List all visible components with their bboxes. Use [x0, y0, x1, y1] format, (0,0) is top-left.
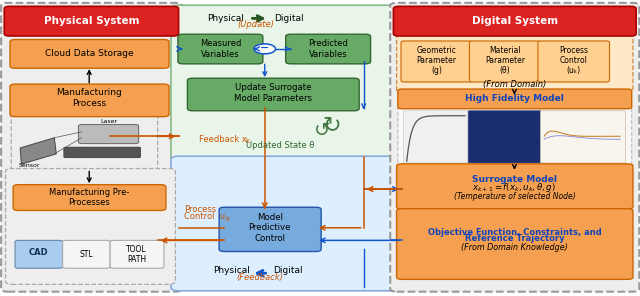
Text: (θ): (θ)	[500, 66, 510, 75]
Text: Material
Parameter: Material Parameter	[485, 46, 525, 65]
Text: (Update): (Update)	[237, 20, 275, 29]
Text: (uₖ): (uₖ)	[566, 66, 580, 75]
Text: Reference Trajectory: Reference Trajectory	[465, 234, 564, 243]
FancyBboxPatch shape	[64, 147, 141, 158]
FancyBboxPatch shape	[470, 41, 541, 82]
Text: k: k	[245, 138, 249, 144]
Text: k: k	[225, 216, 230, 222]
Text: Update Surrogate
Model Parameters: Update Surrogate Model Parameters	[234, 83, 312, 103]
Text: (g): (g)	[431, 66, 442, 75]
Text: Process
Control: Process Control	[559, 46, 588, 65]
FancyBboxPatch shape	[398, 89, 632, 109]
Text: Physical: Physical	[213, 266, 250, 275]
FancyBboxPatch shape	[398, 107, 632, 166]
FancyBboxPatch shape	[171, 156, 399, 291]
FancyBboxPatch shape	[540, 111, 625, 163]
Circle shape	[254, 44, 276, 54]
FancyBboxPatch shape	[397, 33, 633, 92]
Text: Sensor: Sensor	[19, 163, 40, 168]
FancyBboxPatch shape	[10, 84, 169, 117]
Text: Control  u: Control u	[184, 213, 225, 221]
Text: STL: STL	[79, 250, 93, 259]
Text: Surrogate Model: Surrogate Model	[472, 175, 557, 184]
Text: Physical: Physical	[207, 14, 244, 23]
FancyBboxPatch shape	[171, 5, 399, 160]
Text: Manufacturing
Process: Manufacturing Process	[56, 89, 122, 108]
Text: Manufacturing Pre-
Processes: Manufacturing Pre- Processes	[49, 188, 129, 207]
FancyBboxPatch shape	[538, 41, 609, 82]
Text: (Temperature of selected Node): (Temperature of selected Node)	[454, 192, 575, 201]
FancyBboxPatch shape	[63, 240, 110, 268]
FancyBboxPatch shape	[6, 168, 175, 284]
Text: Model
Predictive
Control: Model Predictive Control	[248, 213, 291, 243]
FancyBboxPatch shape	[15, 240, 63, 268]
Text: Feedback x: Feedback x	[199, 135, 246, 144]
Text: ↺: ↺	[314, 121, 331, 141]
FancyBboxPatch shape	[219, 207, 321, 252]
Text: CAD: CAD	[29, 247, 48, 257]
Text: Physical System: Physical System	[44, 16, 139, 26]
Text: Predicted
Variables: Predicted Variables	[308, 39, 348, 59]
Text: (Feedback): (Feedback)	[236, 273, 283, 282]
Text: Objective Function, Constraints, and: Objective Function, Constraints, and	[428, 228, 602, 237]
Text: $x_{k+1} = f(x_k, u_k, \theta, g)$: $x_{k+1} = f(x_k, u_k, \theta, g)$	[472, 181, 556, 194]
Text: Geometric
Parameter: Geometric Parameter	[417, 46, 456, 65]
FancyBboxPatch shape	[188, 78, 359, 111]
FancyBboxPatch shape	[79, 125, 139, 144]
Text: Updated State θ: Updated State θ	[246, 141, 315, 150]
FancyBboxPatch shape	[1, 3, 182, 292]
FancyBboxPatch shape	[468, 111, 541, 163]
FancyBboxPatch shape	[397, 164, 633, 209]
Text: Digital System: Digital System	[472, 16, 558, 26]
FancyBboxPatch shape	[4, 7, 179, 36]
FancyBboxPatch shape	[401, 41, 472, 82]
Text: TOOL
PATH: TOOL PATH	[127, 245, 147, 264]
FancyBboxPatch shape	[390, 3, 639, 292]
Text: (From Domain): (From Domain)	[483, 80, 546, 89]
Text: Laser: Laser	[100, 119, 117, 124]
Text: Cloud Data Storage: Cloud Data Storage	[45, 49, 134, 58]
Polygon shape	[20, 138, 56, 164]
Text: Digital: Digital	[274, 14, 303, 23]
FancyBboxPatch shape	[404, 111, 470, 163]
FancyBboxPatch shape	[394, 7, 636, 36]
Text: −: −	[260, 43, 269, 53]
Text: (From Domain Knowledge): (From Domain Knowledge)	[461, 243, 568, 252]
Text: ↻: ↻	[323, 115, 341, 135]
FancyBboxPatch shape	[285, 34, 371, 64]
Text: High Fidelity Model: High Fidelity Model	[465, 94, 564, 103]
FancyBboxPatch shape	[397, 209, 633, 279]
FancyBboxPatch shape	[12, 115, 157, 171]
FancyBboxPatch shape	[178, 34, 263, 64]
FancyBboxPatch shape	[10, 39, 169, 68]
FancyBboxPatch shape	[13, 185, 166, 210]
FancyBboxPatch shape	[110, 240, 164, 268]
Text: Process: Process	[184, 205, 216, 214]
Text: Digital: Digital	[273, 266, 302, 275]
Text: Measured
Variables: Measured Variables	[200, 39, 241, 59]
